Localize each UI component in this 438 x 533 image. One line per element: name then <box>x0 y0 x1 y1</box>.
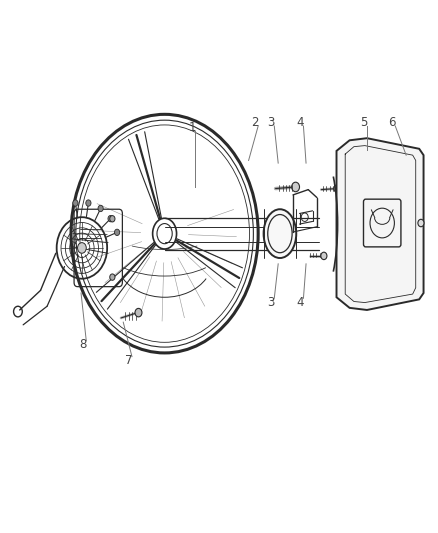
Text: 7: 7 <box>125 354 132 367</box>
Circle shape <box>108 215 113 222</box>
Circle shape <box>418 219 424 227</box>
Text: 2: 2 <box>251 116 258 129</box>
Text: 3: 3 <box>267 116 275 129</box>
Ellipse shape <box>264 209 296 258</box>
Text: 1: 1 <box>188 121 196 134</box>
Circle shape <box>321 252 327 260</box>
Text: 5: 5 <box>360 116 367 129</box>
Circle shape <box>135 309 142 317</box>
Circle shape <box>292 182 300 192</box>
Circle shape <box>334 185 340 192</box>
Circle shape <box>98 205 103 212</box>
Circle shape <box>78 243 86 253</box>
Circle shape <box>114 229 120 236</box>
Text: 3: 3 <box>267 295 275 309</box>
Text: 8: 8 <box>79 338 86 351</box>
Circle shape <box>73 200 78 206</box>
Polygon shape <box>336 138 424 310</box>
Text: 4: 4 <box>296 295 304 309</box>
Text: 6: 6 <box>388 116 396 129</box>
Text: 4: 4 <box>296 116 304 129</box>
Circle shape <box>110 274 115 280</box>
Circle shape <box>110 216 115 222</box>
Circle shape <box>86 200 91 206</box>
